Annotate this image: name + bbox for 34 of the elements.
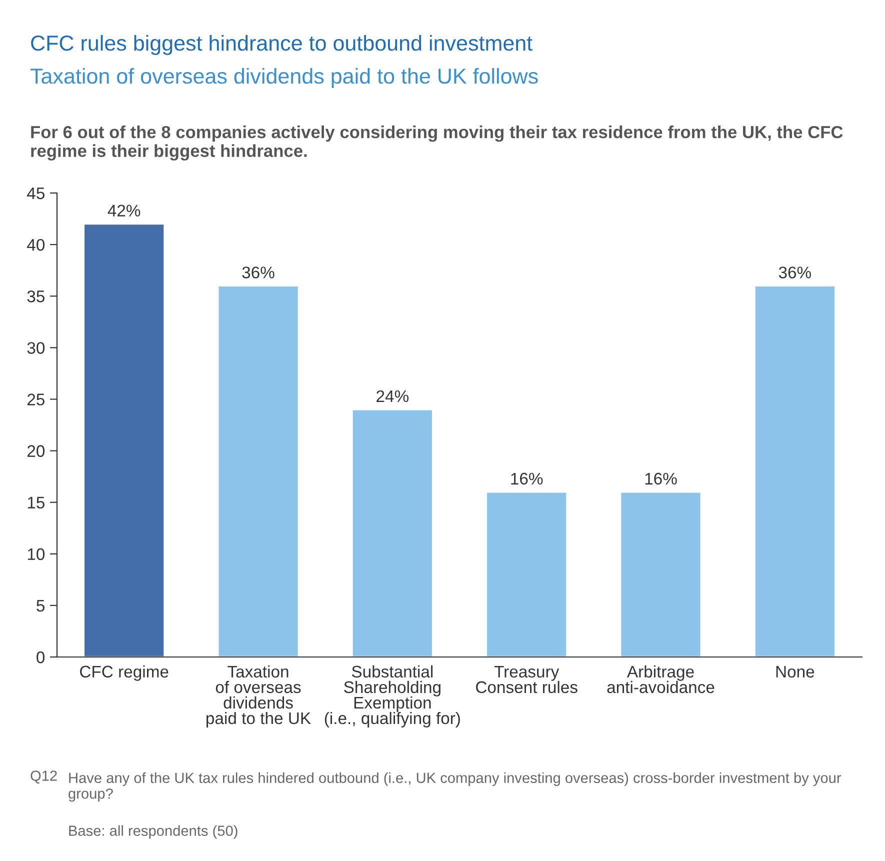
- y-tick-label: 10: [28, 548, 45, 560]
- text: Have any of the UK tax rules hindered outbound (i.e., UK company investing overseas) cross-border investment by your group?: [68, 772, 842, 802]
- y-tick-label: 25: [27, 394, 44, 406]
- y-tick-label: 20: [27, 445, 45, 457]
- y-tick-label: 15: [28, 496, 44, 509]
- bar: [217, 285, 300, 657]
- data-label: 36%: [242, 266, 274, 278]
- bar: [83, 223, 166, 657]
- bar: [486, 491, 568, 657]
- text: Q12: [30, 770, 57, 784]
- y-tick-label: 40: [27, 238, 45, 251]
- y-tick-label: 35: [27, 290, 44, 302]
- bar: [351, 408, 434, 657]
- y-tick-label: 45: [27, 188, 44, 200]
- x-tick-label: Taxation of overseas dividends paid to the UK: [206, 665, 311, 728]
- x-tick-label: Treasury Consent rules: [476, 666, 578, 694]
- x-tick-label: CFC regime: [80, 665, 168, 681]
- data-label: 42%: [108, 204, 140, 216]
- text: For 6 out of the 8 companies actively considering moving their tax residence from the UK, the CFC regime is their biggest hindrance.: [31, 125, 843, 161]
- bar: [620, 491, 702, 657]
- x-tick-label: Substantial Shareholding Exemption (i.e., qualifying for): [324, 665, 460, 728]
- x-tick-label: Arbitrage anti-avoidance: [607, 665, 714, 694]
- y-tick-label: 30: [27, 342, 45, 354]
- data-label: 24%: [376, 390, 409, 402]
- data-label: 16%: [645, 472, 677, 485]
- y-tick-label: 5: [36, 600, 44, 612]
- bar: [754, 285, 836, 657]
- text: Base: all respondents (50): [69, 825, 238, 839]
- chart-title: CFC rules biggest hindrance to outbound investment: [31, 34, 532, 56]
- data-label: 36%: [778, 266, 812, 278]
- x-tick-label: None: [776, 666, 814, 678]
- data-label: 16%: [511, 472, 543, 485]
- chart-subtitle: Taxation of overseas dividends paid to the UK follows: [30, 68, 538, 88]
- y-tick-label: 0: [36, 651, 45, 664]
